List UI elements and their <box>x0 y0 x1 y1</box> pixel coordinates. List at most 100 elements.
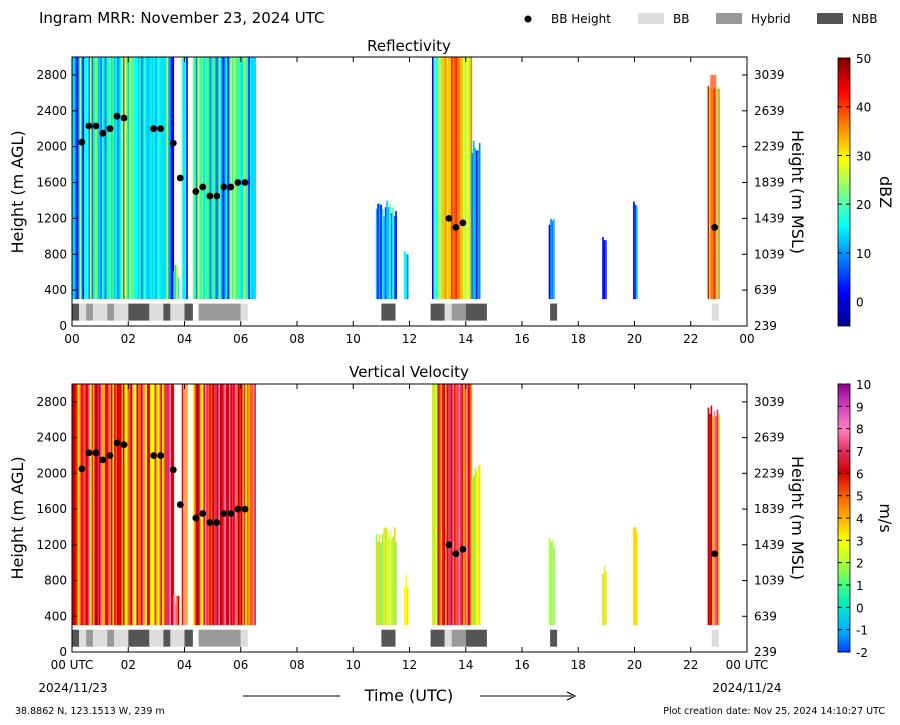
echo-column <box>154 384 157 626</box>
echo-segment <box>192 384 256 626</box>
echo-segment <box>72 57 175 300</box>
echo-column <box>222 384 225 626</box>
legend-bb-label: BB <box>673 12 689 26</box>
echo-column <box>472 475 475 626</box>
colorbar-tick-label: 20 <box>856 198 871 212</box>
echo-column <box>718 414 720 626</box>
echo-column <box>475 150 478 300</box>
bb-height-point <box>92 122 100 130</box>
bb-type-segment <box>93 629 108 647</box>
echo-column <box>454 384 456 626</box>
echo-column <box>243 57 246 300</box>
echo-column <box>114 384 116 626</box>
echo-column <box>156 384 158 626</box>
echo-column <box>177 277 180 300</box>
echo-column <box>405 253 407 300</box>
echo-column <box>249 384 252 626</box>
echo-column <box>390 539 393 626</box>
echo-segment <box>432 384 439 626</box>
echo-column <box>393 216 396 300</box>
echo-column <box>237 384 240 626</box>
echo-column <box>471 478 473 626</box>
bb-type-segment <box>163 629 171 647</box>
echo-column <box>102 57 104 300</box>
echo-column <box>151 57 154 300</box>
echo-column <box>88 384 91 626</box>
echo-column <box>123 57 125 300</box>
echo-column <box>377 541 379 626</box>
echo-column <box>147 384 149 626</box>
echo-column <box>87 384 89 626</box>
echo-column <box>207 57 210 300</box>
echo-column <box>380 204 382 300</box>
echo-column <box>172 57 175 300</box>
vertical-velocity-bb-height-series <box>78 439 719 558</box>
y-tick-label-right: 2639 <box>754 104 785 118</box>
echo-column <box>603 565 606 626</box>
x-tick-label: 18 <box>571 658 586 672</box>
echo-column <box>127 384 130 626</box>
reflectivity-colorbar-ticks: 0 10 20 30 40 50 <box>838 52 871 310</box>
echo-segment <box>602 565 607 626</box>
bb-height-point <box>106 452 114 459</box>
echo-column <box>106 384 109 626</box>
echo-column <box>72 384 74 626</box>
echo-column <box>715 416 717 626</box>
y-tick-label: 2400 <box>36 431 67 445</box>
echo-column <box>138 384 140 626</box>
echo-column <box>246 384 249 626</box>
echo-column <box>634 526 637 626</box>
echo-column <box>437 384 440 626</box>
reflectivity-panel: Reflectivity 00 02 04 06 08 10 12 14 16 18 20 22 000… <box>8 37 895 346</box>
x-tick-label: 14 <box>458 658 473 672</box>
y-tick-label-right: 639 <box>754 609 777 623</box>
echo-column <box>184 384 187 626</box>
x-axis-label: Time (UTC) <box>364 686 453 705</box>
echo-column <box>166 384 169 626</box>
echo-column <box>184 57 187 300</box>
echo-column <box>165 384 167 626</box>
bb-height-point <box>169 466 177 474</box>
vertical-velocity-panel: Vertical Velocity 00 UTC 02 04 06 08 10 12 14 16… <box>8 363 895 672</box>
y-tick-label-right: 2239 <box>754 466 785 480</box>
echo-column <box>183 57 185 300</box>
echo-column <box>150 57 152 300</box>
x-tick-label: 16 <box>514 658 529 672</box>
bb-height-point <box>120 114 128 122</box>
echo-column <box>75 384 77 626</box>
echo-column <box>135 57 137 300</box>
plot-creation-date: Plot creation date: Nov 25, 2024 14:10:2… <box>663 706 885 717</box>
echo-column <box>192 57 195 300</box>
echo-column <box>231 57 234 300</box>
reflectivity-ylabel: Height (m AGL) <box>8 130 27 253</box>
x-tick-label: 22 <box>683 332 698 346</box>
y-tick-label: 400 <box>44 609 67 623</box>
y-tick-label-right: 1439 <box>754 211 785 225</box>
echo-column <box>433 57 436 300</box>
echo-column <box>176 595 178 626</box>
colorbar-tick-label: -1 <box>856 624 868 638</box>
echo-column <box>383 216 385 300</box>
echo-segment <box>707 74 720 300</box>
echo-column <box>236 57 238 300</box>
echo-column <box>118 57 121 300</box>
echo-column <box>192 384 195 626</box>
echo-column <box>121 57 124 300</box>
bb-height-point <box>192 514 200 522</box>
echo-segment <box>707 405 720 626</box>
x-tick-label: 08 <box>289 658 304 672</box>
echo-column <box>436 384 439 626</box>
bb-height-point <box>150 125 158 133</box>
echo-column <box>135 384 137 626</box>
echo-column <box>90 384 92 626</box>
echo-column <box>239 384 241 626</box>
echo-column <box>437 57 440 300</box>
echo-column <box>224 384 226 626</box>
echo-column <box>446 384 449 626</box>
echo-column <box>151 384 154 626</box>
echo-column <box>163 57 166 300</box>
bb-type-segment <box>170 629 185 647</box>
x-tick-label: 00 <box>739 332 754 346</box>
echo-column <box>448 57 450 300</box>
